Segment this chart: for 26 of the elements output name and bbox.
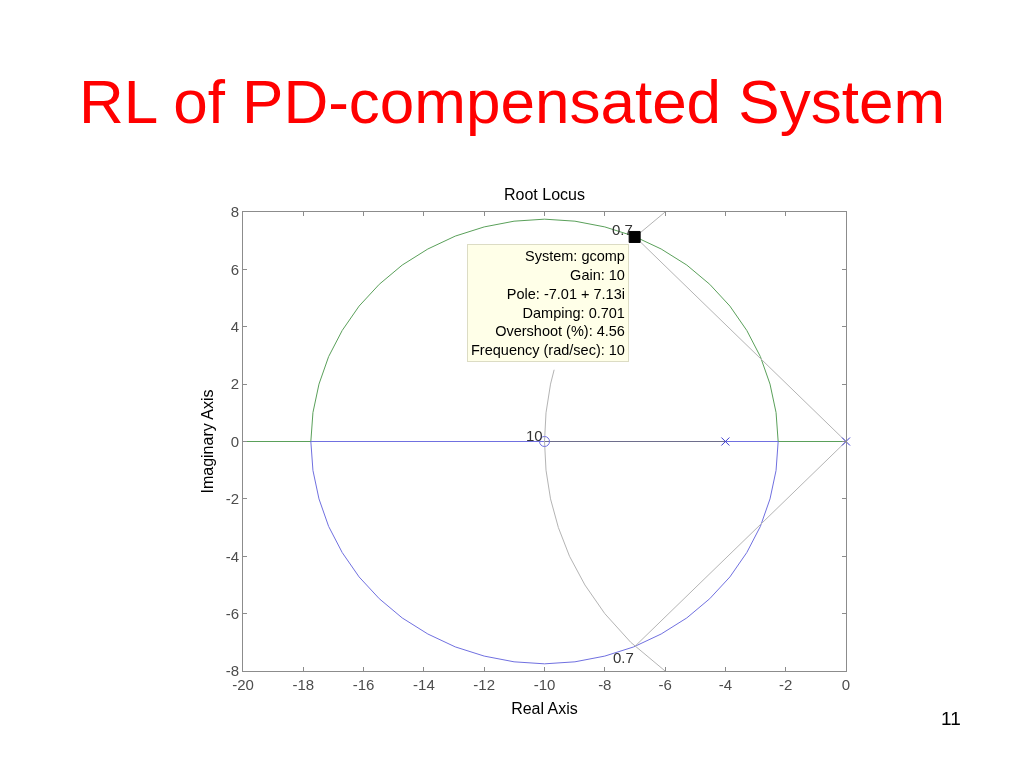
chart-title: RL of PD-compensated System [78,67,946,137]
text: 11 [941,708,961,729]
y-tick-label: 2 [230,375,239,393]
x-tick-label: -18 [292,676,315,693]
y-tick-label: 8 [230,203,239,221]
x-axis-title: Real Axis [511,699,578,717]
x-tick-label: -6 [658,676,672,693]
annotation: 0.7 [613,649,634,666]
x-tick-label: -12 [473,676,496,693]
y-tick-label: 4 [230,318,239,335]
y-tick-label: -6 [225,604,239,622]
x-tick-label: -10 [533,676,556,693]
y-tick-label: 6 [230,260,239,278]
annotation: System: gcomp Gain: 10 Pole: -7.01 + 7.13i Damping: 0.701 Overshoot (%): 4.56 Frequency (rad/sec): 10 [471,248,625,359]
y-tick-label: -4 [225,547,239,565]
chart-subtitle: Root Locus [504,186,585,203]
y-tick-label: -2 [225,490,239,508]
x-tick-label: -2 [779,676,793,693]
x-tick-label: 0 [841,676,851,693]
x-tick-label: -8 [598,676,612,693]
x-tick-label: -4 [718,676,733,693]
y-tick-label: 0 [230,432,239,450]
x-tick-label: -14 [413,676,435,693]
x-tick-label: -16 [352,676,375,693]
annotation: 10 [526,427,543,444]
y-axis-title: Imaginary Axis [198,389,216,494]
